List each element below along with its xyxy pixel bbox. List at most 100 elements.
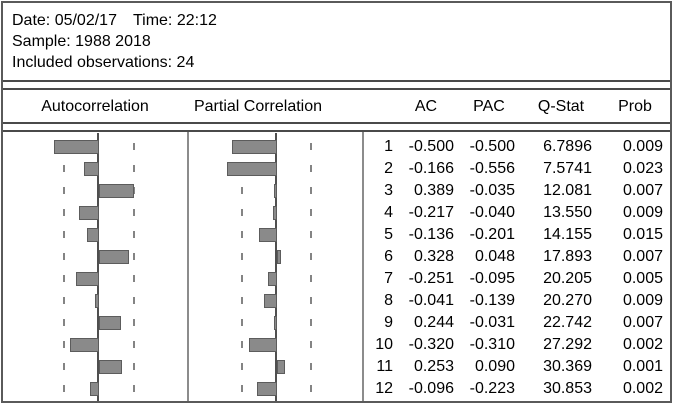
ac-bar [84,162,99,176]
ac-value: 0.253 [413,358,454,375]
correlogram-window: Date: 05/02/17 Time: 22:12 Sample: 1988 2… [1,1,672,403]
rule-header-outer [3,122,670,124]
prob-value: 0.002 [622,336,663,353]
qstat-value: 22.742 [543,314,592,331]
sample-label: Sample: 1988 2018 [12,33,151,50]
pac-bar [277,250,281,264]
pac-value: -0.139 [469,292,515,309]
pac-bar [249,338,277,352]
ac-value: -0.136 [408,226,454,243]
lag-value: 2 [384,160,393,177]
panel-separator-1 [187,132,189,401]
ac-bar [87,228,99,242]
prob-value: 0.009 [622,138,663,155]
ac-value: -0.217 [408,204,454,221]
rule-top-outer [3,80,670,82]
qstat-value: 14.155 [543,226,592,243]
rule-top-inner [3,88,670,90]
date-label: Date: 05/02/17 [12,12,117,29]
qstat-value: 27.292 [543,336,592,353]
pac-bar [274,184,277,198]
ac-value: -0.251 [408,270,454,287]
qstat-value: 30.369 [543,358,592,375]
ac-bar [79,206,99,220]
ac-bar [90,382,99,396]
ac-value: -0.166 [408,160,454,177]
rule-header-inner [3,130,670,132]
ac-bar [54,140,99,154]
ac-bar [70,338,99,352]
partial-correlation-header: Partial Correlation [193,98,323,115]
ac-value: -0.500 [408,138,454,155]
qstat-value: 7.5741 [543,160,592,177]
prob-value: 0.015 [622,226,663,243]
pac-bar [268,272,277,286]
pac-bar [259,228,277,242]
pac-value: -0.500 [469,138,515,155]
lag-value: 9 [384,314,393,331]
ac-value: -0.041 [408,292,454,309]
pac-value: -0.031 [469,314,515,331]
pac-bar [232,140,277,154]
qstat-value: 30.853 [543,380,592,397]
lag-value: 12 [375,380,393,397]
ac-value: -0.096 [408,380,454,397]
ac-zero-line [97,133,99,401]
pac-upper-band-line [310,136,312,399]
pac-value: -0.201 [469,226,515,243]
pac-bar [274,316,277,330]
pac-bar [273,206,277,220]
pac-zero-line [275,133,277,401]
lag-value: 11 [376,358,393,375]
pac-value: -0.035 [469,182,515,199]
qstat-value: 12.081 [543,182,592,199]
prob-value: 0.002 [622,380,663,397]
pac-bar [257,382,277,396]
prob-value: 0.007 [622,248,663,265]
pac-value: -0.310 [469,336,515,353]
panel-separator-2 [362,132,364,401]
qstat-column-header: Q-Stat [537,98,585,115]
lag-value: 1 [384,138,393,155]
qstat-value: 20.205 [543,270,592,287]
lag-value: 4 [384,204,393,221]
info-block: Date: 05/02/17 Time: 22:12 Sample: 1988 2… [12,10,217,73]
prob-column-header: Prob [618,98,652,115]
ac-value: -0.320 [408,336,454,353]
ac-bar [76,272,99,286]
prob-value: 0.009 [622,292,663,309]
prob-value: 0.007 [622,314,663,331]
ac-bar [99,360,122,374]
pac-value: -0.095 [469,270,515,287]
ac-bar [99,316,121,330]
prob-value: 0.007 [622,182,663,199]
qstat-value: 20.270 [543,292,592,309]
qstat-value: 13.550 [543,204,592,221]
pac-bar [277,360,285,374]
pac-value: 0.048 [474,248,515,265]
time-label: Time: 22:12 [132,12,217,29]
ac-lower-band-line [63,136,65,399]
ac-upper-band-line [133,136,135,399]
pac-value: -0.223 [469,380,515,397]
qstat-value: 6.7896 [543,138,592,155]
pac-column-header: PAC [473,98,505,115]
ac-bar [99,184,134,198]
pac-value: -0.556 [469,160,515,177]
ac-value: 0.389 [413,182,454,199]
pac-value: 0.090 [474,358,515,375]
ac-bar [99,250,129,264]
pac-bar [227,162,277,176]
prob-value: 0.023 [622,160,663,177]
observations-label: Included observations: 24 [12,54,195,71]
lag-value: 10 [375,336,393,353]
prob-value: 0.001 [622,358,663,375]
qstat-value: 17.893 [543,248,592,265]
pac-lower-band-line [241,136,243,399]
prob-value: 0.005 [622,270,663,287]
ac-column-header: AC [414,98,438,115]
ac-value: 0.328 [413,248,454,265]
lag-value: 3 [384,182,393,199]
lag-value: 6 [384,248,393,265]
pac-value: -0.040 [469,204,515,221]
